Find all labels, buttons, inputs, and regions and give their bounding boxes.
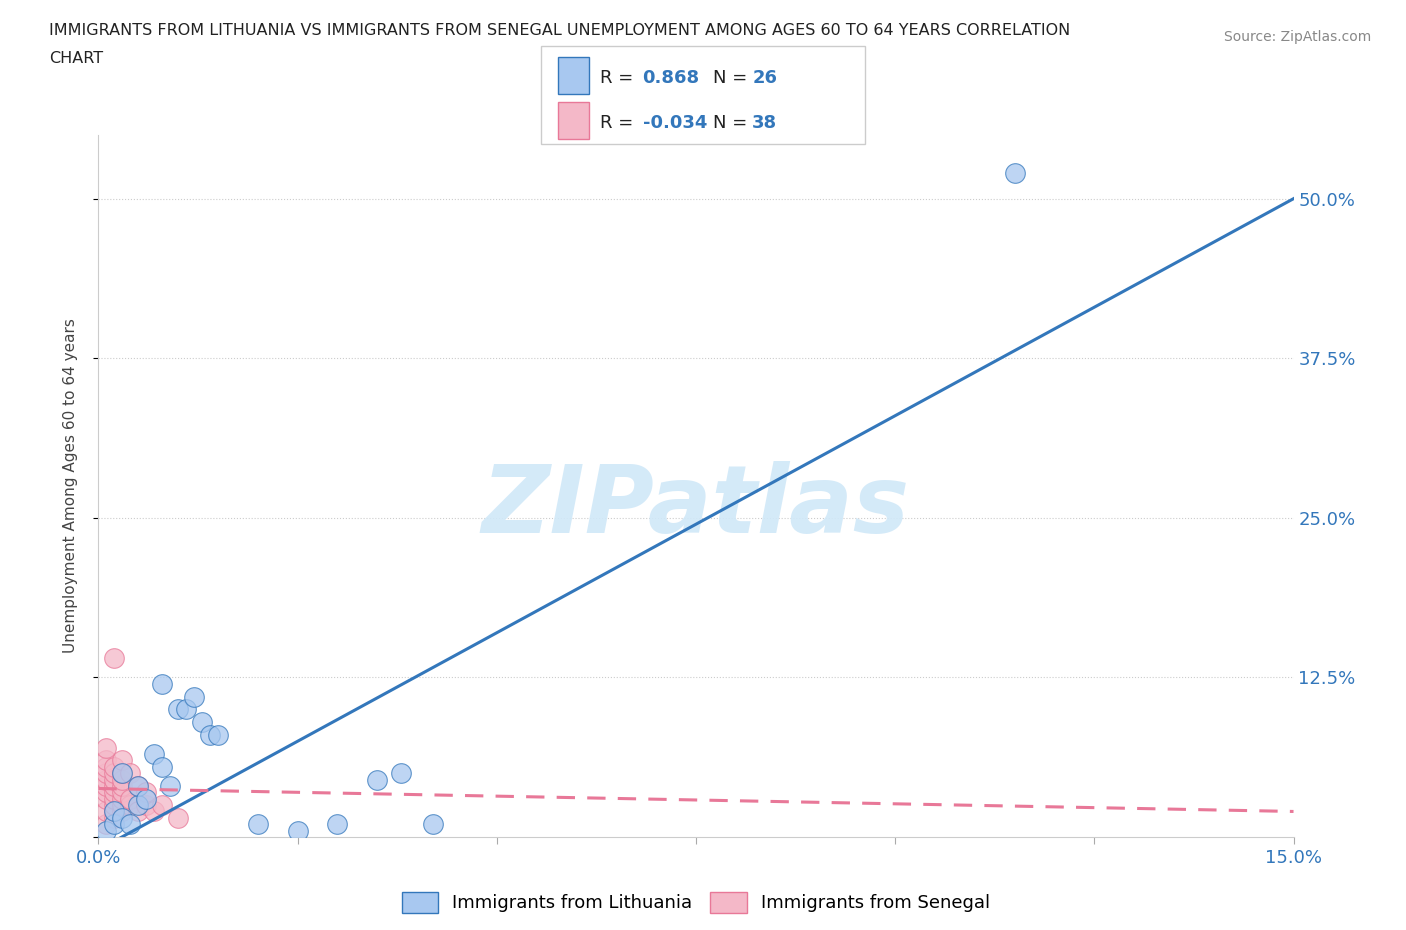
Point (120, 798, 142, 813)
Point (111, 791, 134, 806)
Point (103, 778, 125, 793)
Point (246, 817, 269, 831)
Point (103, 651, 125, 666)
Point (96, 804, 118, 819)
Point (120, 791, 142, 806)
Point (159, 778, 181, 793)
Y-axis label: Unemployment Among Ages 60 to 64 years: Unemployment Among Ages 60 to 64 years (63, 318, 77, 654)
Point (96, 791, 118, 806)
Point (103, 798, 125, 813)
Point (127, 804, 149, 819)
Point (366, 772, 388, 787)
Point (103, 804, 125, 819)
Point (103, 810, 125, 825)
Point (103, 772, 125, 787)
Point (135, 785, 157, 800)
Point (96, 772, 118, 787)
Point (96, 759, 118, 774)
Point (111, 798, 134, 813)
Point (103, 791, 125, 806)
Text: CHART: CHART (49, 51, 103, 66)
Point (198, 727, 221, 742)
Point (96, 765, 118, 780)
Point (183, 689, 205, 704)
Text: N =: N = (713, 69, 752, 86)
Point (191, 714, 214, 729)
Point (127, 798, 149, 813)
Text: 0.868: 0.868 (643, 69, 700, 86)
Point (96, 817, 118, 831)
Point (167, 702, 190, 717)
Text: 26: 26 (752, 69, 778, 86)
Point (127, 778, 149, 793)
Point (111, 810, 134, 825)
Text: ZIPatlas: ZIPatlas (482, 461, 910, 553)
Text: R =: R = (600, 113, 640, 132)
Point (422, 817, 444, 831)
Point (111, 765, 134, 780)
Point (111, 804, 134, 819)
Point (111, 778, 134, 793)
Point (96, 778, 118, 793)
Point (103, 804, 125, 819)
Point (167, 810, 190, 825)
Point (150, 798, 173, 813)
Point (96, 740, 118, 755)
Point (127, 778, 149, 793)
Point (103, 817, 125, 831)
Point (143, 804, 166, 819)
Point (111, 753, 134, 768)
Point (120, 817, 142, 831)
Point (96, 785, 118, 800)
Point (150, 759, 173, 774)
Point (150, 676, 173, 691)
Text: Source: ZipAtlas.com: Source: ZipAtlas.com (1223, 30, 1371, 44)
Point (326, 817, 349, 831)
Text: -0.034: -0.034 (643, 113, 707, 132)
Point (143, 747, 166, 762)
Point (120, 765, 142, 780)
Point (174, 702, 197, 717)
Text: IMMIGRANTS FROM LITHUANIA VS IMMIGRANTS FROM SENEGAL UNEMPLOYMENT AMONG AGES 60 : IMMIGRANTS FROM LITHUANIA VS IMMIGRANTS … (49, 23, 1070, 38)
Legend: Immigrants from Lithuania, Immigrants from Senegal: Immigrants from Lithuania, Immigrants fr… (395, 884, 997, 920)
Point (111, 785, 134, 800)
Point (96, 753, 118, 768)
Text: R =: R = (600, 69, 640, 86)
Text: 38: 38 (752, 113, 778, 132)
Point (207, 727, 229, 742)
Point (111, 772, 134, 787)
Point (96, 823, 118, 838)
Point (287, 823, 309, 838)
Point (103, 765, 125, 780)
Point (135, 798, 157, 813)
Point (389, 765, 412, 780)
Text: N =: N = (713, 113, 752, 132)
Point (1004, 166, 1026, 180)
Point (135, 791, 157, 806)
Point (103, 785, 125, 800)
Point (111, 765, 134, 780)
Point (103, 759, 125, 774)
